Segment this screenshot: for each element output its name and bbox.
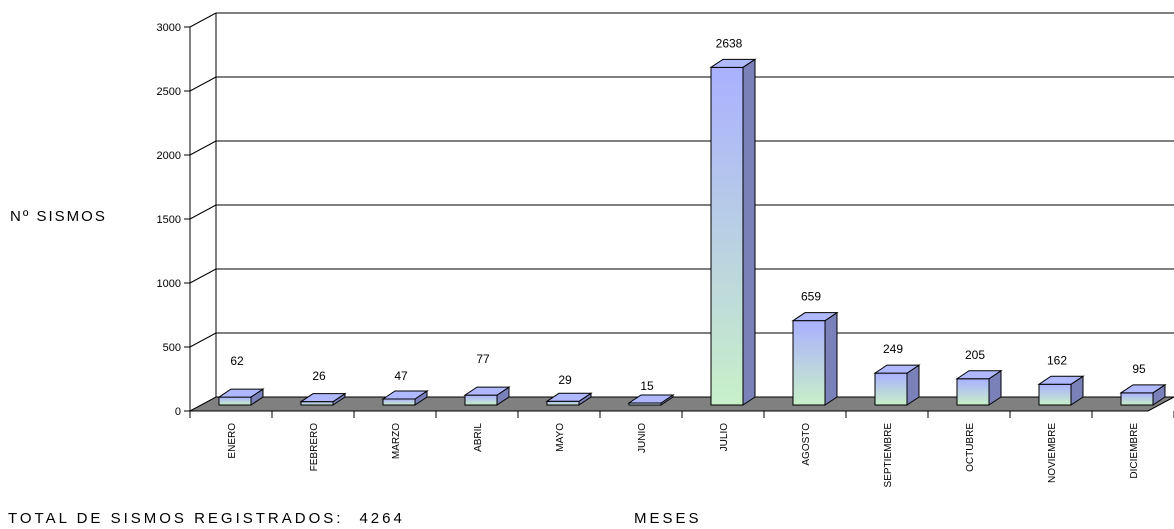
bar-marzo (382, 398, 416, 406)
x-tick-label: OCTUBRE (965, 423, 976, 472)
x-tick-label: NOVIEMBRE (1047, 423, 1058, 483)
x-tick-label: JULIO (719, 423, 730, 452)
bar-julio (710, 66, 744, 406)
bar-octubre (956, 378, 990, 406)
total-summary: TOTAL DE SISMOS REGISTRADOS: 4264 (8, 510, 405, 527)
y-tick-label: 500 (163, 342, 181, 354)
data-label: 2638 (716, 36, 743, 50)
total-value: 4264 (359, 510, 405, 527)
bar-top (299, 393, 347, 403)
bar-mayo (546, 400, 580, 406)
bar-enero (218, 396, 252, 406)
x-tick-label: DICIEMBRE (1129, 423, 1140, 479)
data-label: 162 (1047, 353, 1067, 367)
gridline-side (189, 204, 217, 220)
bar-top (217, 388, 265, 398)
bar-top (1119, 384, 1167, 394)
data-label: 29 (558, 373, 572, 387)
bar-abril (464, 394, 498, 406)
gridline-side (189, 268, 217, 284)
data-label: 15 (640, 379, 654, 393)
bar-top (463, 386, 511, 396)
y-tick-label: 3000 (157, 22, 181, 34)
bar-top (709, 58, 757, 68)
y-tick-label: 1000 (157, 278, 181, 290)
data-label: 77 (476, 352, 490, 366)
x-axis-title: MESES (634, 510, 702, 527)
bar-septiembre (874, 372, 908, 406)
x-tick-label: JUNIO (637, 423, 648, 453)
data-label: 62 (230, 354, 244, 368)
x-tick-label: ENERO (227, 423, 238, 459)
bar-top (791, 312, 839, 322)
data-label: 95 (1132, 362, 1146, 376)
y-tick-label: 1500 (157, 214, 181, 226)
y-tick-label: 0 (175, 406, 181, 418)
gridline-side (189, 140, 217, 156)
bar-top (545, 392, 593, 402)
x-tick-label: AGOSTO (801, 423, 812, 466)
bar-side (742, 58, 756, 406)
gridline-side (189, 12, 217, 28)
bar-diciembre (1120, 392, 1154, 406)
gridline-side (189, 332, 217, 348)
x-tick-label: MAYO (555, 423, 566, 452)
bar-agosto (792, 320, 826, 406)
data-label: 249 (883, 342, 903, 356)
bar-top (955, 370, 1003, 380)
x-tick-label: FEBRERO (309, 423, 320, 472)
bar-top (381, 390, 429, 400)
bar-noviembre (1038, 383, 1072, 406)
data-label: 205 (965, 348, 985, 362)
y-axis-title: Nº SISMOS (10, 208, 107, 225)
total-label: TOTAL DE SISMOS REGISTRADOS: (8, 510, 344, 527)
y-tick-label: 2000 (157, 150, 181, 162)
y-tick-label: 2500 (157, 86, 181, 98)
data-label: 47 (394, 369, 408, 383)
data-label: 26 (312, 369, 326, 383)
x-tick-label: ABRIL (473, 423, 484, 452)
x-tick-label: SEPTIEMBRE (883, 423, 894, 488)
bar-top (627, 394, 675, 404)
bar-top (873, 364, 921, 374)
bar-side (824, 311, 838, 406)
x-tick-label: MARZO (391, 423, 402, 459)
data-label: 659 (801, 290, 821, 304)
bar-chart: 0 500 1000 1500 2000 2500 3000 62 ENERO 26 FEBRER… (157, 12, 1174, 488)
gridline-side (189, 76, 217, 92)
bar-top (1037, 375, 1085, 385)
